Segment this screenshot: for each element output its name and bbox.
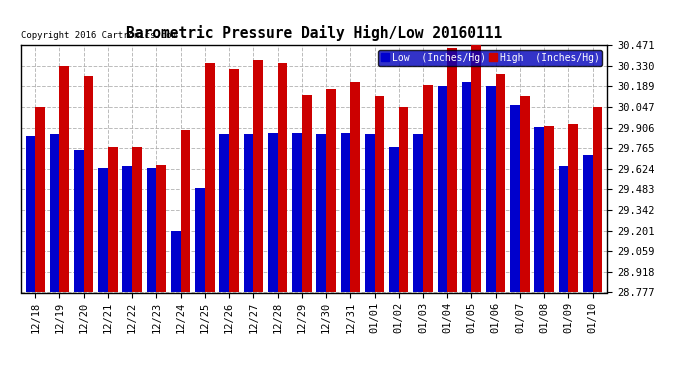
Bar — [544, 126, 554, 292]
Bar — [413, 134, 423, 292]
Bar — [437, 86, 447, 292]
Bar — [108, 147, 117, 292]
Bar — [535, 127, 544, 292]
Bar — [268, 133, 277, 292]
Bar — [511, 105, 520, 292]
Legend: Low  (Inches/Hg), High  (Inches/Hg): Low (Inches/Hg), High (Inches/Hg) — [378, 50, 602, 66]
Bar — [302, 95, 311, 292]
Bar — [50, 134, 59, 292]
Bar — [26, 136, 35, 292]
Bar — [399, 106, 408, 292]
Bar — [423, 85, 433, 292]
Bar — [389, 147, 399, 292]
Bar — [83, 76, 93, 292]
Bar — [205, 63, 215, 292]
Bar — [157, 165, 166, 292]
Title: Barometric Pressure Daily High/Low 20160111: Barometric Pressure Daily High/Low 20160… — [126, 25, 502, 41]
Bar — [471, 45, 481, 292]
Bar — [559, 166, 569, 292]
Bar — [98, 168, 108, 292]
Bar — [447, 48, 457, 292]
Bar — [317, 134, 326, 292]
Bar — [593, 106, 602, 292]
Bar — [462, 82, 471, 292]
Bar — [195, 188, 205, 292]
Bar — [520, 96, 530, 292]
Bar — [495, 74, 505, 292]
Bar — [132, 147, 142, 292]
Bar — [351, 82, 360, 292]
Bar — [569, 124, 578, 292]
Bar — [365, 134, 375, 292]
Bar — [277, 63, 287, 292]
Bar — [123, 166, 132, 292]
Bar — [171, 231, 181, 292]
Bar — [486, 86, 495, 292]
Bar — [229, 69, 239, 292]
Bar — [253, 60, 263, 292]
Bar — [292, 133, 302, 292]
Bar — [375, 96, 384, 292]
Bar — [244, 134, 253, 292]
Bar — [59, 66, 69, 292]
Bar — [181, 130, 190, 292]
Bar — [147, 168, 157, 292]
Bar — [583, 155, 593, 292]
Bar — [341, 133, 351, 292]
Bar — [326, 89, 336, 292]
Bar — [35, 106, 45, 292]
Bar — [74, 150, 83, 292]
Bar — [219, 134, 229, 292]
Text: Copyright 2016 Cartronics.com: Copyright 2016 Cartronics.com — [21, 31, 177, 40]
